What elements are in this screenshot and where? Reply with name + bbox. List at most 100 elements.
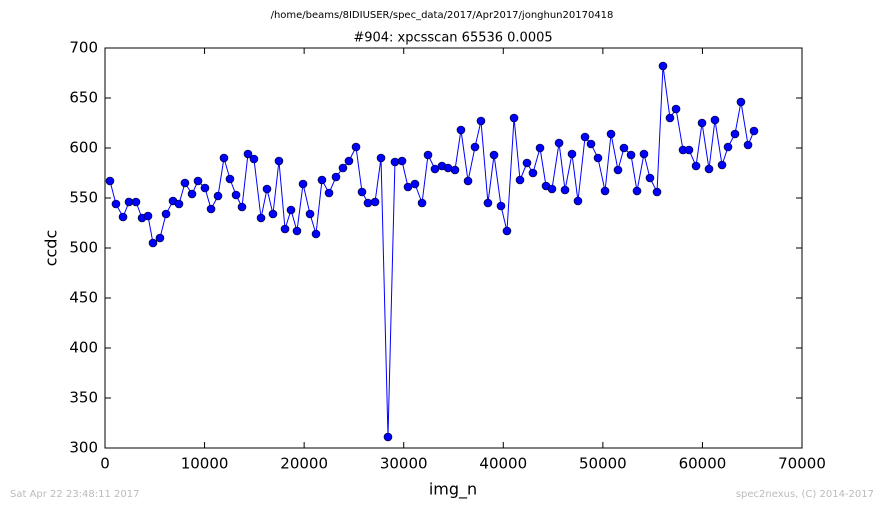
y-axis-label: ccdc: [42, 230, 61, 267]
y-tick-label: 450: [69, 289, 98, 307]
data-point: [743, 140, 753, 150]
data-point: [262, 184, 272, 194]
footer-right: spec2nexus, (C) 2014-2017: [736, 489, 874, 500]
data-point: [200, 183, 210, 193]
data-point: [174, 199, 184, 209]
data-point: [470, 142, 480, 152]
data-point: [736, 97, 746, 107]
series-line: [109, 65, 755, 438]
data-point: [515, 175, 525, 185]
data-point: [593, 153, 603, 163]
data-point: [305, 209, 315, 219]
data-point: [639, 149, 649, 159]
data-point: [344, 156, 354, 166]
data-point: [691, 161, 701, 171]
x-tick-label: 60000: [679, 455, 727, 473]
data-point: [213, 191, 223, 201]
data-point: [225, 174, 235, 184]
y-tick-label: 500: [69, 239, 98, 257]
data-point: [710, 115, 720, 125]
data-point: [397, 156, 407, 166]
data-point: [613, 165, 623, 175]
data-point: [632, 186, 642, 196]
data-point: [626, 150, 636, 160]
data-point: [111, 199, 121, 209]
data-point: [567, 149, 577, 159]
data-point: [268, 209, 278, 219]
data-point: [697, 118, 707, 128]
x-axis-label: img_n: [429, 480, 477, 500]
data-point: [580, 132, 590, 142]
data-point: [338, 163, 348, 173]
data-point: [280, 224, 290, 234]
data-point: [450, 165, 460, 175]
data-point: [509, 113, 519, 123]
x-tick-label: 50000: [579, 455, 627, 473]
data-point: [143, 211, 153, 221]
data-point: [193, 176, 203, 186]
y-tick-label: 700: [69, 39, 98, 57]
data-point: [423, 150, 433, 160]
data-point: [357, 187, 367, 197]
data-point: [586, 139, 596, 149]
data-point: [547, 184, 557, 194]
data-point: [351, 142, 361, 152]
data-point: [105, 176, 115, 186]
y-tick-label: 300: [69, 439, 98, 457]
y-tick-label: 650: [69, 89, 98, 107]
x-tick-label: 30000: [380, 455, 428, 473]
x-tick-label: 20000: [280, 455, 328, 473]
data-point: [704, 164, 714, 174]
data-point: [483, 198, 493, 208]
data-point: [180, 178, 190, 188]
data-point: [274, 156, 284, 166]
data-point: [730, 129, 740, 139]
data-point: [187, 189, 197, 199]
data-point: [298, 179, 308, 189]
data-point: [161, 209, 171, 219]
data-point: [535, 143, 545, 153]
data-point: [496, 201, 506, 211]
y-tick-label: 400: [69, 339, 98, 357]
data-point: [331, 172, 341, 182]
data-point: [243, 149, 253, 159]
data-point: [560, 185, 570, 195]
data-point: [376, 153, 386, 163]
data-point: [148, 238, 158, 248]
x-tick-label: 10000: [181, 455, 229, 473]
data-point: [363, 198, 373, 208]
data-point: [219, 153, 229, 163]
data-point: [463, 176, 473, 186]
data-point: [723, 142, 733, 152]
x-tick-label: 0: [100, 455, 110, 473]
data-point: [645, 173, 655, 183]
data-point: [652, 187, 662, 197]
data-point: [390, 157, 400, 167]
data-point: [684, 145, 694, 155]
y-tick-label: 350: [69, 389, 98, 407]
data-point: [658, 61, 668, 71]
data-point: [237, 202, 247, 212]
data-point: [749, 126, 759, 136]
y-tick-label: 550: [69, 189, 98, 207]
data-point: [456, 125, 466, 135]
data-point: [502, 226, 512, 236]
x-tick-label: 70000: [778, 455, 826, 473]
suptitle: /home/beams/8IDIUSER/spec_data/2017/Apr2…: [271, 10, 614, 21]
data-point: [489, 150, 499, 160]
data-point: [206, 204, 216, 214]
data-point: [717, 160, 727, 170]
data-point: [573, 196, 583, 206]
data-point: [665, 113, 675, 123]
data-point: [256, 213, 266, 223]
data-point: [554, 138, 564, 148]
plot-frame: [104, 47, 803, 449]
data-point: [118, 212, 128, 222]
data-point: [370, 197, 380, 207]
data-point: [417, 198, 427, 208]
y-tick-label: 600: [69, 139, 98, 157]
data-point: [131, 197, 141, 207]
chart-title: #904: xpcsscan 65536 0.0005: [353, 31, 552, 46]
